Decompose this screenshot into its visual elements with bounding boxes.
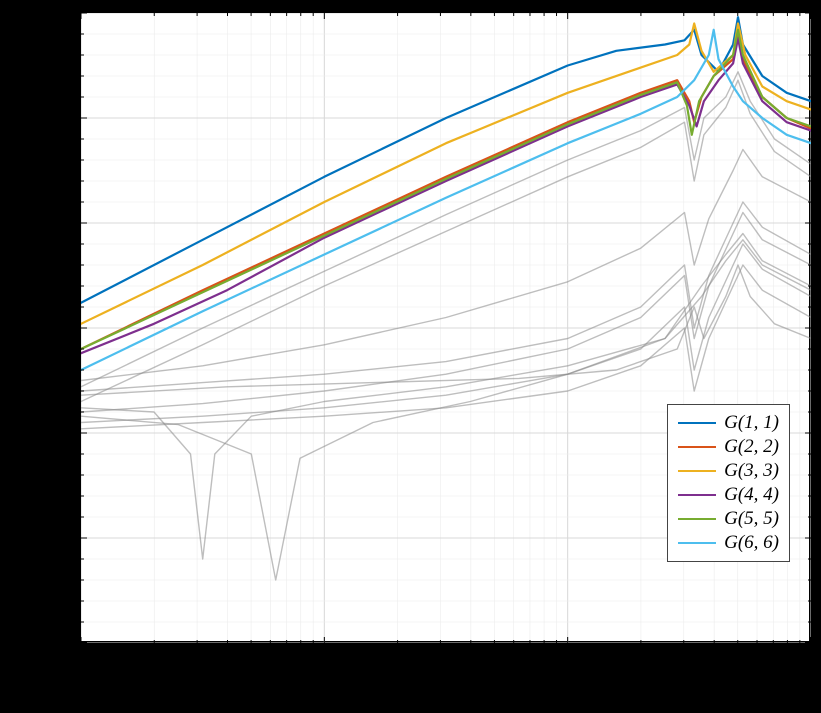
legend-swatch xyxy=(678,518,716,520)
legend-label: G(6, 6) xyxy=(724,532,779,554)
legend-label: G(4, 4) xyxy=(724,484,779,506)
legend-label: G(3, 3) xyxy=(724,460,779,482)
legend-item: G(1, 1) xyxy=(678,411,779,435)
legend-label: G(5, 5) xyxy=(724,508,779,530)
legend-swatch xyxy=(678,494,716,496)
legend-item: G(3, 3) xyxy=(678,459,779,483)
legend-swatch xyxy=(678,446,716,448)
legend-swatch xyxy=(678,542,716,544)
legend-item: G(2, 2) xyxy=(678,435,779,459)
legend-label: G(2, 2) xyxy=(724,436,779,458)
legend: G(1, 1)G(2, 2)G(3, 3)G(4, 4)G(5, 5)G(6, … xyxy=(667,404,790,562)
legend-item: G(4, 4) xyxy=(678,483,779,507)
legend-label: G(1, 1) xyxy=(724,412,779,434)
legend-item: G(5, 5) xyxy=(678,507,779,531)
legend-item: G(6, 6) xyxy=(678,531,779,555)
legend-swatch xyxy=(678,422,716,424)
legend-swatch xyxy=(678,470,716,472)
